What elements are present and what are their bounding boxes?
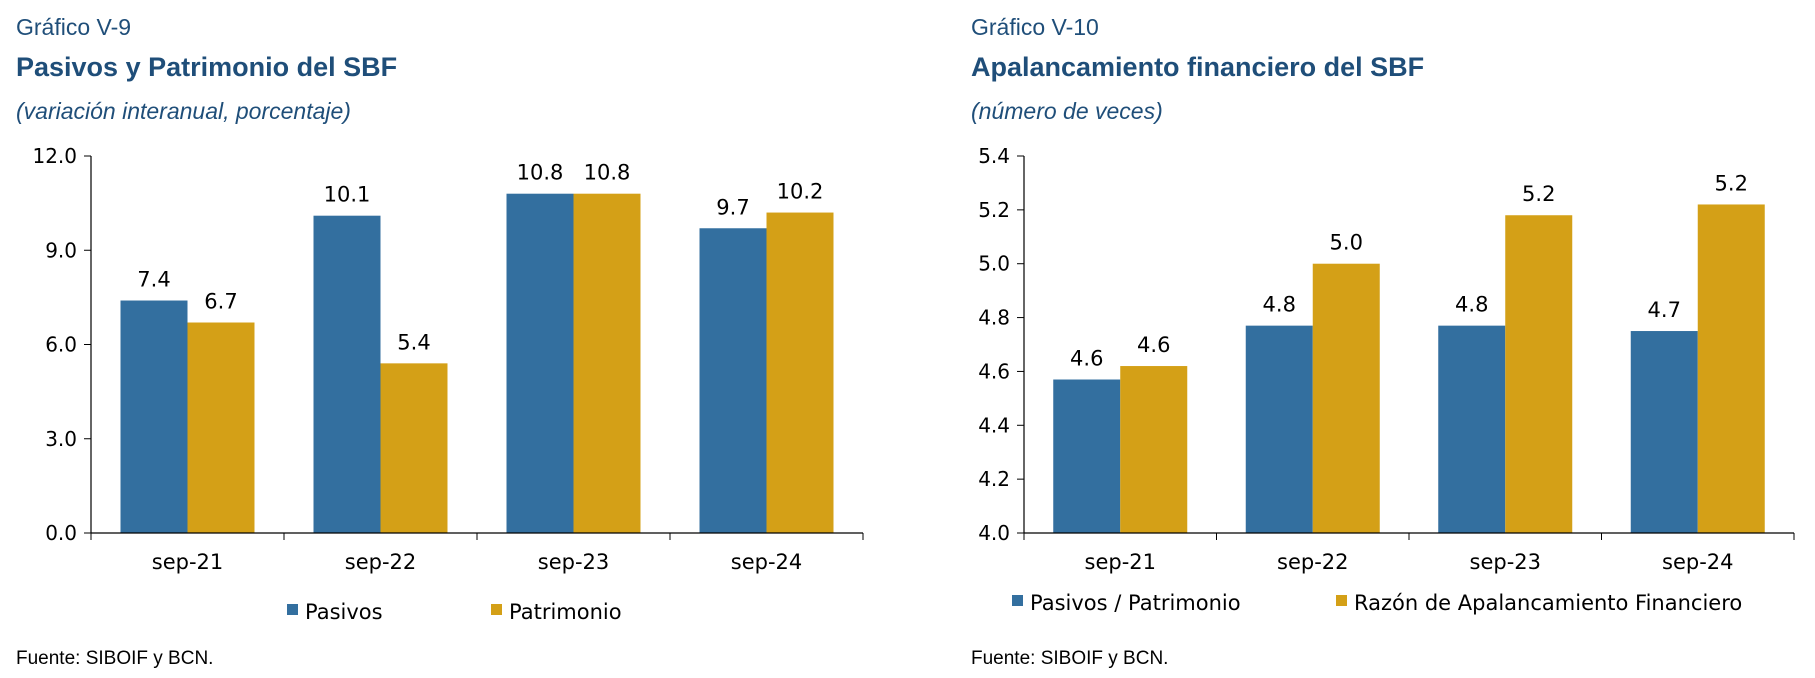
data-label: 5.4 <box>397 330 430 354</box>
data-label: 4.7 <box>1648 298 1681 322</box>
bar-chart-2: 4.0 4.2 4.4 4.6 4.8 5.0 5.2 5.4 4.6 4.8 4.8 4.7 4.6 5… <box>978 144 1795 615</box>
bar-series-1 <box>313 215 381 534</box>
y-tick-label: 4.0 <box>978 521 1010 545</box>
source-note: Fuente: SIBOIF y BCN. <box>16 648 214 669</box>
x-category-label: sep-24 <box>1662 550 1734 574</box>
data-label: 4.8 <box>1455 293 1488 317</box>
data-label: 5.2 <box>1522 182 1555 206</box>
chart-panel-2: Gráfico V-10 Apalancamiento financiero d… <box>955 0 1815 678</box>
data-label: 4.8 <box>1263 293 1296 317</box>
data-label: 6.7 <box>204 290 237 314</box>
data-label: 10.8 <box>517 161 564 185</box>
x-category-label: sep-21 <box>1085 550 1157 574</box>
bar-series-1 <box>1630 331 1698 533</box>
x-category-label: sep-23 <box>538 550 610 574</box>
bar-series-2 <box>1312 263 1380 533</box>
data-label: 4.6 <box>1070 347 1103 371</box>
legend-label: Pasivos / Patrimonio <box>1030 591 1241 615</box>
y-tick-label: 5.4 <box>978 144 1010 168</box>
bar-series-2 <box>573 193 641 533</box>
bar-series-2 <box>766 212 834 534</box>
x-category-label: sep-22 <box>1277 550 1349 574</box>
figure-label: Gráfico V-10 <box>971 14 1099 40</box>
y-tick-label: 5.0 <box>978 252 1010 276</box>
bar-series-2 <box>1505 215 1573 533</box>
legend-label: Pasivos <box>305 600 383 624</box>
figure-label: Gráfico V-9 <box>16 14 132 40</box>
data-label: 10.1 <box>324 183 371 207</box>
chart-panel-1: Gráfico V-9 Pasivos y Patrimonio del SBF… <box>0 0 900 678</box>
y-tick-label: 0.0 <box>45 521 77 545</box>
bar-series-2 <box>1697 204 1765 533</box>
data-label: 9.7 <box>716 195 749 219</box>
source-note: Fuente: SIBOIF y BCN. <box>971 648 1169 669</box>
chart-title: Apalancamiento financiero del SBF <box>971 52 1425 82</box>
data-label: 10.2 <box>777 180 824 204</box>
y-tick-label: 4.8 <box>978 306 1010 330</box>
data-label: 5.0 <box>1330 231 1363 255</box>
x-category-label: sep-23 <box>1470 550 1542 574</box>
chart-subtitle: (número de veces) <box>971 98 1163 124</box>
data-label: 10.8 <box>584 161 631 185</box>
y-tick-label: 6.0 <box>45 333 77 357</box>
bar-series-1 <box>1438 325 1506 533</box>
bar-series-2 <box>380 363 448 533</box>
bar-series-2 <box>1120 366 1188 533</box>
x-category-label: sep-24 <box>731 550 803 574</box>
legend-swatch <box>1012 595 1023 606</box>
y-tick-label: 4.2 <box>978 467 1010 491</box>
legend-label: Razón de Apalancamiento Financiero <box>1354 591 1742 615</box>
bar-series-1 <box>120 300 188 533</box>
bar-series-1 <box>1053 379 1121 533</box>
bar-series-1 <box>506 193 574 533</box>
y-tick-label: 9.0 <box>45 238 77 262</box>
legend-label: Patrimonio <box>509 600 622 624</box>
y-tick-label: 12.0 <box>32 144 77 168</box>
x-category-label: sep-22 <box>345 550 417 574</box>
data-label: 7.4 <box>137 268 170 292</box>
bar-series-1 <box>1245 325 1313 533</box>
legend-swatch <box>491 604 502 615</box>
legend-swatch <box>1336 595 1347 606</box>
data-label: 5.2 <box>1715 171 1748 195</box>
chart-title: Pasivos y Patrimonio del SBF <box>16 52 398 82</box>
y-tick-label: 3.0 <box>45 427 77 451</box>
bar-series-2 <box>187 322 255 533</box>
legend-swatch <box>287 604 298 615</box>
y-tick-label: 4.4 <box>978 413 1010 437</box>
chart-subtitle: (variación interanual, porcentaje) <box>16 98 351 124</box>
bar-chart-1: 0.0 3.0 6.0 9.0 12.0 7.4 10.1 10.8 9.7 6.7 5.4 10.8… <box>32 144 864 624</box>
bar-series-1 <box>699 228 767 533</box>
y-tick-label: 5.2 <box>978 198 1010 222</box>
y-tick-label: 4.6 <box>978 359 1010 383</box>
x-category-label: sep-21 <box>152 550 224 574</box>
data-label: 4.6 <box>1137 333 1170 357</box>
